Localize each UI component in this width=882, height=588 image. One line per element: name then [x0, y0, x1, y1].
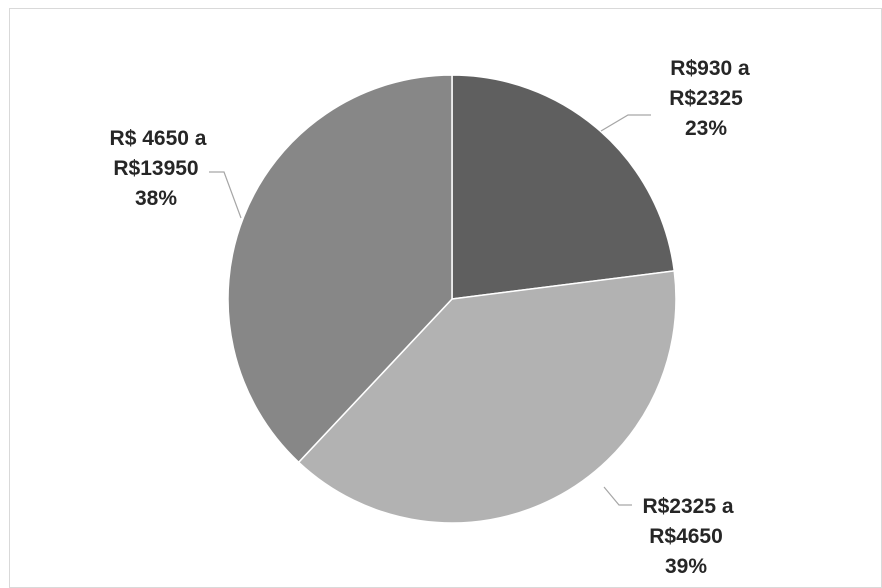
slice-label-0-line2: R$2325	[669, 87, 743, 110]
slice-label-2-line2: R$13950	[113, 157, 198, 180]
leader-line-2	[209, 171, 242, 219]
slice-label-1-line2: R$4650	[649, 525, 723, 548]
slice-label-2-percent: 38%	[135, 187, 177, 210]
leader-line-1	[603, 486, 632, 506]
pie-slice-1	[297, 270, 677, 524]
slice-label-1-line1: R$2325 a	[642, 495, 733, 518]
leader-line-0	[600, 114, 651, 132]
slice-label-1: R$2325 a R$4650 39%	[642, 495, 733, 578]
pie-slice-2	[227, 74, 453, 464]
slice-label-0-percent: 23%	[685, 117, 727, 140]
pie-slice-0	[451, 74, 676, 300]
leader-lines	[209, 114, 651, 506]
slice-label-2-line1: R$ 4650 a	[110, 127, 207, 150]
pie-slices	[227, 74, 677, 524]
slice-label-1-percent: 39%	[665, 555, 707, 578]
slice-label-2: R$ 4650 a R$13950 38%	[110, 127, 207, 210]
slice-label-0: R$930 a R$2325 23%	[669, 57, 750, 140]
slice-label-0-line1: R$930 a	[670, 57, 750, 80]
